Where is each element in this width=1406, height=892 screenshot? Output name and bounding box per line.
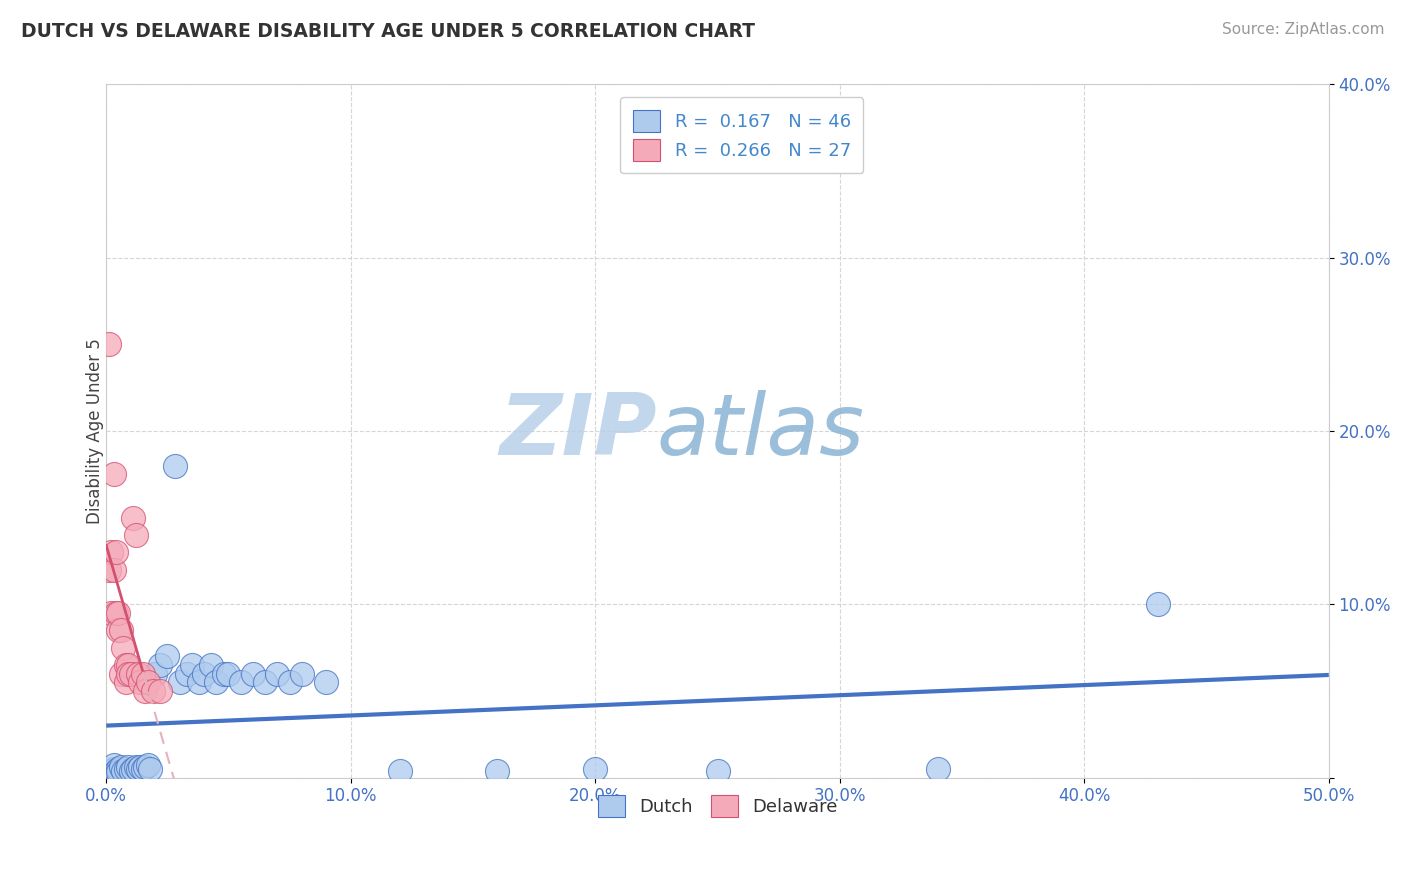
Point [105, 545, 128, 559]
Point [114, 657, 136, 672]
Point [110, 624, 132, 638]
Point [107, 624, 129, 638]
Point [117, 760, 139, 774]
Point [100, 764, 122, 778]
Point [117, 666, 139, 681]
Point [1146, 597, 1168, 611]
Point [127, 666, 149, 681]
Point [136, 675, 159, 690]
Point [97, 563, 120, 577]
Point [103, 758, 125, 772]
Point [122, 762, 145, 776]
Point [149, 684, 172, 698]
Point [180, 657, 202, 672]
Point [266, 666, 288, 681]
Point [242, 666, 264, 681]
Point [129, 760, 152, 774]
Legend: Dutch, Delaware: Dutch, Delaware [591, 788, 845, 824]
Point [142, 684, 165, 698]
Point [132, 666, 155, 681]
Point [254, 675, 277, 690]
Point [103, 563, 125, 577]
Point [218, 666, 240, 681]
Point [149, 657, 172, 672]
Point [122, 510, 145, 524]
Point [176, 666, 198, 681]
Point [205, 675, 228, 690]
Text: DUTCH VS DELAWARE DISABILITY AGE UNDER 5 CORRELATION CHART: DUTCH VS DELAWARE DISABILITY AGE UNDER 5… [21, 22, 755, 41]
Point [105, 764, 128, 778]
Point [114, 762, 136, 776]
Point [193, 666, 215, 681]
Point [110, 666, 132, 681]
Point [103, 467, 125, 482]
Point [120, 764, 142, 778]
Text: atlas: atlas [657, 390, 865, 473]
Point [139, 762, 162, 776]
Point [278, 675, 301, 690]
Point [124, 760, 146, 774]
Point [388, 764, 411, 778]
Point [163, 458, 186, 473]
Point [229, 675, 252, 690]
Point [110, 760, 132, 774]
Point [200, 657, 222, 672]
Text: Source: ZipAtlas.com: Source: ZipAtlas.com [1222, 22, 1385, 37]
Point [112, 764, 135, 778]
Point [291, 666, 314, 681]
Point [100, 545, 122, 559]
Point [134, 684, 156, 698]
Point [212, 666, 235, 681]
Point [117, 657, 139, 672]
Point [127, 762, 149, 776]
Text: ZIP: ZIP [499, 390, 657, 473]
Point [124, 528, 146, 542]
Point [103, 762, 125, 776]
Point [156, 649, 179, 664]
Y-axis label: Disability Age Under 5: Disability Age Under 5 [86, 338, 104, 524]
Point [927, 762, 949, 776]
Point [129, 675, 152, 690]
Point [114, 675, 136, 690]
Point [97, 765, 120, 780]
Point [105, 606, 128, 620]
Point [315, 675, 337, 690]
Point [97, 337, 120, 351]
Point [100, 606, 122, 620]
Point [132, 762, 155, 776]
Point [169, 675, 191, 690]
Point [143, 666, 166, 681]
Point [107, 762, 129, 776]
Point [486, 764, 509, 778]
Point [107, 765, 129, 780]
Point [107, 606, 129, 620]
Point [136, 758, 159, 772]
Point [134, 760, 156, 774]
Point [188, 675, 211, 690]
Point [112, 640, 135, 655]
Point [120, 666, 142, 681]
Point [583, 762, 606, 776]
Point [706, 764, 728, 778]
